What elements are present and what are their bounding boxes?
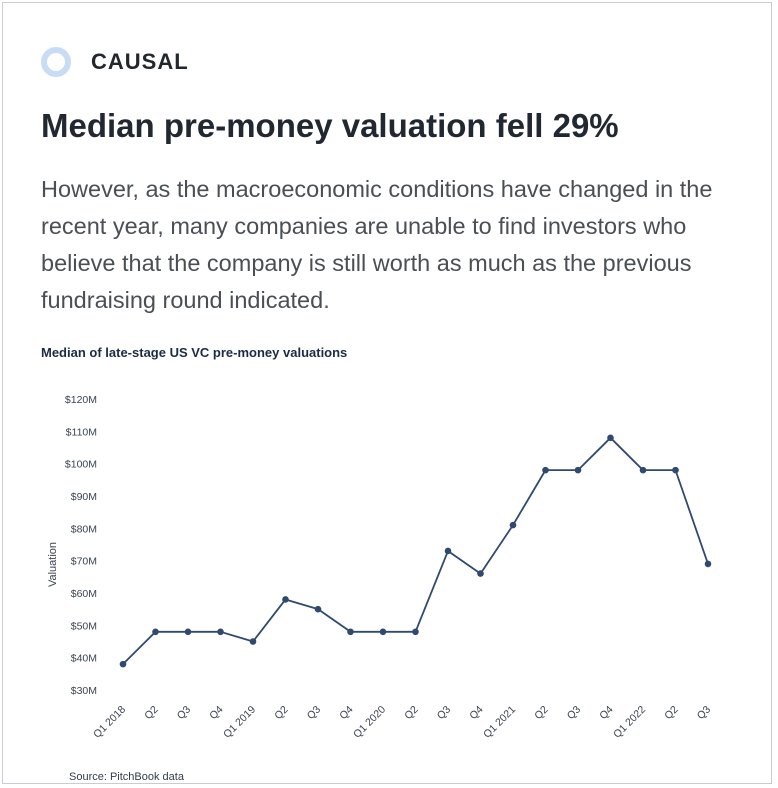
data-point xyxy=(314,605,322,613)
x-tick-label: Q1 2018 xyxy=(91,704,128,741)
x-tick-label: Q3 xyxy=(695,704,714,723)
data-point xyxy=(282,596,289,603)
y-tick-label: $80M xyxy=(71,523,97,535)
x-tick-label: Q1 2022 xyxy=(611,704,648,741)
x-tick-label: Q3 xyxy=(305,704,324,723)
brand-name: CAUSAL xyxy=(91,49,189,74)
x-tick-label: Q4 xyxy=(207,704,226,723)
data-point xyxy=(379,628,387,636)
x-tick-label: Q2 xyxy=(532,704,551,723)
body-text: However, as the macroeconomic conditions… xyxy=(41,176,713,313)
x-tick-label: Q2 xyxy=(662,704,681,723)
x-tick-label: Q2 xyxy=(272,704,291,723)
data-point xyxy=(347,628,354,636)
x-tick-label: Q3 xyxy=(565,704,584,723)
data-point xyxy=(184,628,192,636)
x-tick-label: Q1 2020 xyxy=(351,704,388,741)
x-tick-label: Q2 xyxy=(402,704,421,723)
x-tick-label: Q4 xyxy=(337,704,356,723)
x-tick-label: Q4 xyxy=(597,704,616,723)
causal-logo-icon xyxy=(41,47,71,77)
x-tick-label: Q2 xyxy=(142,704,161,723)
data-point xyxy=(607,434,614,442)
x-tick-label: Q1 2021 xyxy=(481,704,518,741)
data-point xyxy=(509,521,517,529)
data-point xyxy=(412,628,419,636)
line-chart: Valuation $120M $110M $100M $90M $80M $70M $60M… xyxy=(47,394,714,741)
data-point xyxy=(542,466,549,474)
y-tick-label: $90M xyxy=(71,491,97,503)
brand: CAUSAL xyxy=(41,41,189,83)
x-tick-label: Q3 xyxy=(435,704,454,723)
data-point xyxy=(672,466,679,474)
chart-title: Median of late-stage US VC pre-money val… xyxy=(41,345,348,360)
x-tick-label: Q4 xyxy=(467,704,486,723)
source-note: Source: PitchBook data xyxy=(69,771,184,783)
y-tick-label: $40M xyxy=(71,653,97,665)
y-tick-label: $120M xyxy=(65,394,97,406)
headline: Median pre-money valuation fell 29% xyxy=(41,107,619,144)
data-point xyxy=(119,660,127,668)
y-tick-label: $110M xyxy=(66,426,97,438)
data-point xyxy=(444,547,452,555)
data-point xyxy=(477,570,484,577)
y-tick-label: $100M xyxy=(65,459,97,471)
y-tick-label: $70M xyxy=(71,556,97,568)
x-tick-label: Q1 2019 xyxy=(221,704,258,741)
data-point xyxy=(704,560,712,568)
y-tick-label: $50M xyxy=(71,620,97,632)
data-point xyxy=(217,628,224,636)
data-point xyxy=(249,638,257,645)
y-axis-label: Valuation xyxy=(47,542,59,587)
data-point xyxy=(574,466,582,474)
y-tick-label: $30M xyxy=(71,685,97,697)
data-point xyxy=(152,628,159,636)
x-tick-label: Q3 xyxy=(175,704,194,723)
data-point xyxy=(639,466,647,474)
y-tick-label: $60M xyxy=(71,588,97,600)
